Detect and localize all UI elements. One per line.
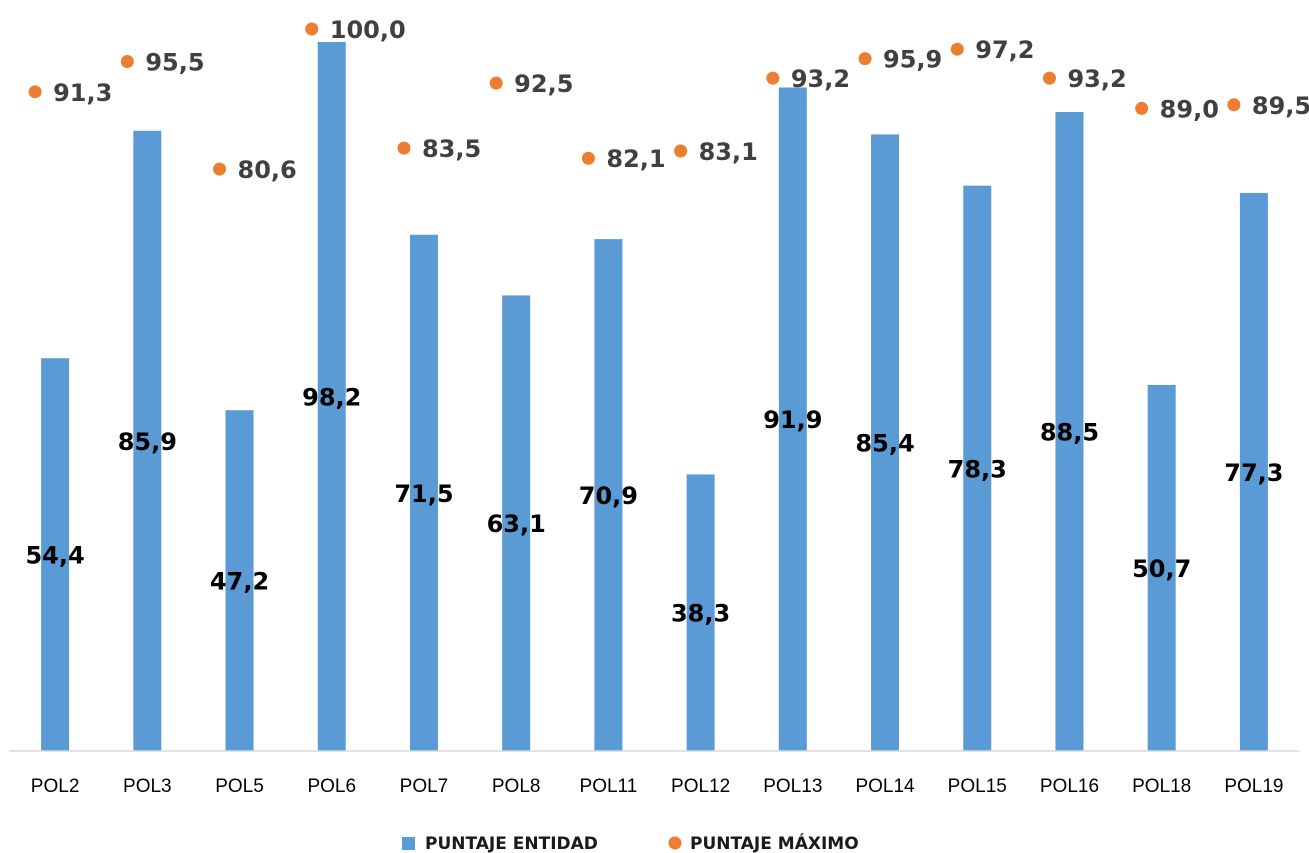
legend-label-maximo: PUNTAJE MÁXIMO [690, 832, 859, 853]
bar-pol16 [1055, 112, 1084, 751]
max-value-label-pol5: 80,6 [238, 156, 297, 184]
max-value-label-pol14: 95,9 [883, 46, 942, 74]
bar-value-label-pol7: 71,5 [394, 480, 453, 508]
max-value-label-pol12: 83,1 [699, 138, 758, 166]
x-tick-label-pol15: POL15 [948, 776, 1007, 797]
x-tick-label-pol8: POL8 [492, 776, 541, 797]
x-tick-label-pol5: POL5 [215, 776, 264, 797]
bar-pol8 [502, 295, 531, 751]
markers-layer: 91,3 95,5 80,6 100,0 83,5 92,5 82,1 83,1 93,2 95,… [28, 16, 1309, 184]
max-marker-pol14 [858, 52, 872, 66]
max-marker-pol13 [766, 71, 780, 85]
bar-pol19 [1239, 192, 1268, 752]
bar-pol13 [778, 87, 807, 752]
bar-pol3 [133, 130, 162, 751]
legend: PUNTAJE ENTIDAD PUNTAJE MÁXIMO [402, 832, 859, 853]
bar-pol6 [317, 41, 346, 752]
legend-swatch-entidad [402, 837, 415, 850]
x-tick-label-pol18: POL18 [1132, 776, 1191, 797]
max-marker-pol12 [674, 144, 688, 158]
x-tick-label-pol13: POL13 [763, 776, 822, 797]
x-tick-label-pol2: POL2 [31, 776, 80, 797]
bar-pol5 [225, 410, 254, 751]
bar-value-label-pol15: 78,3 [948, 455, 1007, 483]
bar-pol2 [41, 358, 70, 751]
max-value-label-pol2: 91,3 [53, 79, 112, 107]
max-marker-pol5 [213, 162, 227, 176]
bar-value-label-pol16: 88,5 [1040, 419, 1099, 447]
x-tick-label-pol19: POL19 [1224, 776, 1283, 797]
legend-marker-maximo [668, 836, 682, 850]
bar-value-label-pol13: 91,9 [763, 406, 822, 434]
bar-pol15 [963, 185, 992, 751]
bar-value-label-pol12: 38,3 [671, 600, 730, 628]
max-value-label-pol6: 100,0 [330, 16, 406, 44]
max-value-label-pol13: 93,2 [791, 65, 850, 93]
bar-value-label-pol6: 98,2 [302, 383, 361, 411]
max-value-label-pol3: 95,5 [145, 48, 204, 76]
max-marker-pol11 [581, 151, 595, 165]
legend-label-entidad: PUNTAJE ENTIDAD [425, 834, 598, 853]
max-marker-pol6 [305, 22, 319, 36]
bar-value-label-pol8: 63,1 [487, 510, 546, 538]
bar-pol14 [871, 134, 900, 752]
max-marker-pol19 [1227, 98, 1241, 112]
x-tick-label-pol12: POL12 [671, 776, 730, 797]
max-value-label-pol18: 89,0 [1160, 95, 1219, 123]
bar-value-label-pol2: 54,4 [25, 542, 84, 570]
x-tick-label-pol3: POL3 [123, 776, 172, 797]
x-tick-label-pol6: POL6 [307, 776, 356, 797]
max-value-label-pol11: 82,1 [606, 145, 665, 173]
bar-value-label-pol18: 50,7 [1132, 555, 1191, 583]
bar-value-label-pol19: 77,3 [1224, 459, 1283, 487]
bar-value-label-pol11: 70,9 [579, 482, 638, 510]
max-marker-pol7 [397, 141, 411, 155]
max-marker-pol18 [1135, 101, 1149, 115]
bar-value-label-pol14: 85,4 [855, 430, 914, 458]
max-value-label-pol15: 97,2 [975, 36, 1034, 64]
bar-value-label-pol3: 85,9 [118, 428, 177, 456]
x-tick-label-pol7: POL7 [400, 776, 449, 797]
x-tick-labels: POL2 POL3 POL5 POL6 POL7 POL8 POL11 POL12 POL13 P… [31, 776, 1284, 797]
x-tick-label-pol16: POL16 [1040, 776, 1099, 797]
x-tick-label-pol11: POL11 [580, 776, 638, 797]
max-value-label-pol19: 89,5 [1252, 92, 1309, 120]
max-value-label-pol7: 83,5 [422, 135, 481, 163]
bar-value-label-pol5: 47,2 [210, 568, 269, 596]
bar-pol12 [686, 474, 715, 751]
max-value-label-pol16: 93,2 [1067, 65, 1126, 93]
bar-pol11 [594, 239, 623, 752]
max-marker-pol16 [1042, 71, 1056, 85]
bar-pol7 [409, 234, 438, 751]
max-marker-pol8 [489, 76, 503, 90]
max-marker-pol15 [950, 42, 964, 56]
bars-layer: 54,4 85,9 47,2 98,2 71,5 63,1 70,9 38,3 91,9 85,4… [25, 41, 1284, 752]
max-value-label-pol8: 92,5 [514, 70, 573, 98]
max-marker-pol2 [28, 85, 42, 99]
x-tick-label-pol14: POL14 [855, 776, 915, 797]
max-marker-pol3 [120, 54, 134, 68]
bar-pol18 [1147, 384, 1176, 751]
